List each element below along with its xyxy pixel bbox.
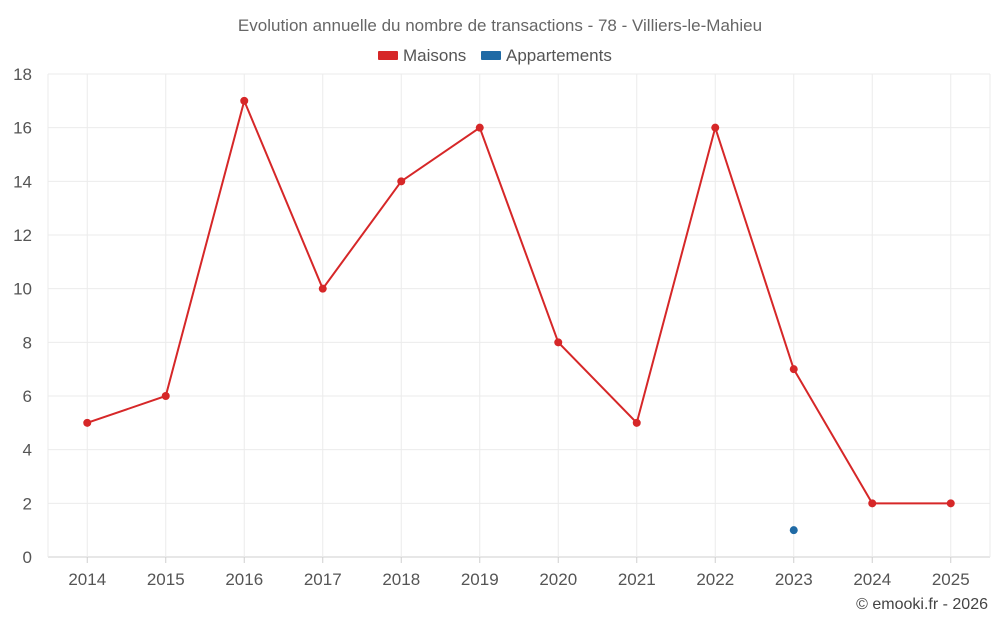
data-point-maisons[interactable] <box>397 177 406 186</box>
x-axis-ticks: 2014 2015 2016 2017 2018 2019 2020 2021 2022 2023… <box>68 557 970 589</box>
legend-label-appartements[interactable]: Appartements <box>506 46 612 65</box>
x-tick-label: 2021 <box>618 570 656 589</box>
data-point-maisons[interactable] <box>946 499 955 508</box>
data-point-maisons[interactable] <box>868 499 877 508</box>
series <box>83 96 955 535</box>
data-point-maisons[interactable] <box>318 284 327 293</box>
y-tick-label: 18 <box>13 65 32 84</box>
y-tick-label: 2 <box>23 494 32 513</box>
data-point-maisons[interactable] <box>240 96 249 105</box>
data-point-maisons[interactable] <box>475 123 484 132</box>
y-tick-label: 8 <box>23 333 32 352</box>
series-line-maisons <box>86 97 951 505</box>
legend-swatch-maisons <box>378 51 398 60</box>
data-point-maisons[interactable] <box>711 123 720 132</box>
x-tick-label: 2019 <box>461 570 499 589</box>
x-tick-label: 2016 <box>225 570 263 589</box>
y-tick-label: 0 <box>23 548 32 567</box>
grid <box>47 73 991 558</box>
data-point-maisons[interactable] <box>632 418 641 427</box>
x-tick-label: 2014 <box>68 570 106 589</box>
legend: Maisons Appartements <box>378 46 612 65</box>
x-tick-label: 2025 <box>932 570 970 589</box>
x-tick-label: 2020 <box>539 570 577 589</box>
data-point-maisons[interactable] <box>554 338 563 347</box>
y-tick-label: 6 <box>23 387 32 406</box>
legend-label-maisons[interactable]: Maisons <box>403 46 466 65</box>
legend-swatch-appartements <box>481 51 501 60</box>
y-tick-label: 12 <box>13 226 32 245</box>
data-point-maisons[interactable] <box>83 418 92 427</box>
y-tick-label: 4 <box>23 441 32 460</box>
x-tick-label: 2017 <box>304 570 342 589</box>
y-tick-label: 16 <box>13 119 32 138</box>
x-tick-label: 2018 <box>382 570 420 589</box>
chart-title: Evolution annuelle du nombre de transact… <box>238 16 762 35</box>
y-tick-label: 14 <box>13 172 32 191</box>
data-point-maisons[interactable] <box>161 392 170 400</box>
x-tick-label: 2024 <box>853 570 891 589</box>
data-point-maisons[interactable] <box>789 365 798 374</box>
y-axis-ticks: 0 2 4 6 8 10 12 14 16 18 <box>13 65 32 567</box>
x-tick-label: 2015 <box>147 570 185 589</box>
x-tick-label: 2023 <box>775 570 813 589</box>
y-tick-label: 10 <box>13 280 32 299</box>
credit-text: © emooki.fr - 2026 <box>856 596 988 613</box>
x-tick-label: 2022 <box>696 570 734 589</box>
data-point-appartements[interactable] <box>789 526 798 535</box>
